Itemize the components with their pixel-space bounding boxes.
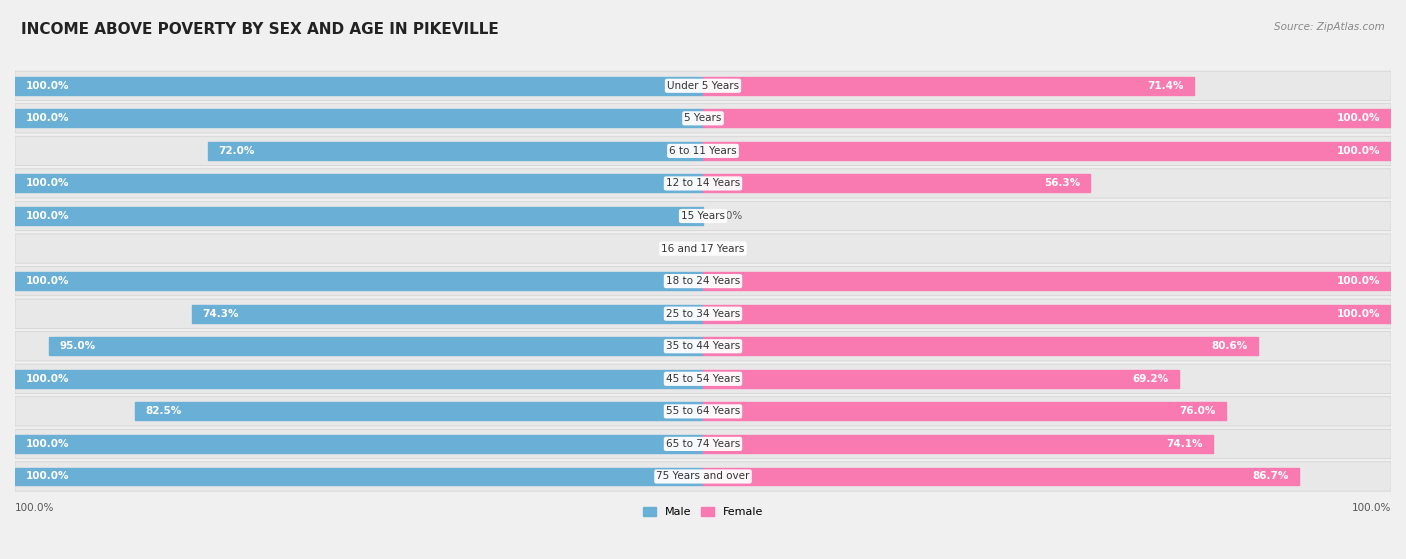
Text: 18 to 24 Years: 18 to 24 Years <box>666 276 740 286</box>
Bar <box>703 77 1194 94</box>
Text: 100.0%: 100.0% <box>25 276 69 286</box>
Text: 100.0%: 100.0% <box>25 374 69 384</box>
FancyBboxPatch shape <box>15 364 1391 394</box>
FancyBboxPatch shape <box>15 462 1391 491</box>
Text: INCOME ABOVE POVERTY BY SEX AND AGE IN PIKEVILLE: INCOME ABOVE POVERTY BY SEX AND AGE IN P… <box>21 22 499 37</box>
Text: 0.0%: 0.0% <box>717 244 742 254</box>
Bar <box>703 435 1213 453</box>
Text: 6 to 11 Years: 6 to 11 Years <box>669 146 737 156</box>
FancyBboxPatch shape <box>15 71 1391 101</box>
Text: 75 Years and over: 75 Years and over <box>657 471 749 481</box>
Text: 16 and 17 Years: 16 and 17 Years <box>661 244 745 254</box>
Text: Under 5 Years: Under 5 Years <box>666 80 740 91</box>
Bar <box>15 77 703 94</box>
Text: 74.1%: 74.1% <box>1166 439 1202 449</box>
Text: 76.0%: 76.0% <box>1180 406 1216 416</box>
Text: 12 to 14 Years: 12 to 14 Years <box>666 178 740 188</box>
Bar <box>703 337 1257 355</box>
Text: 100.0%: 100.0% <box>25 471 69 481</box>
Text: 100.0%: 100.0% <box>25 211 69 221</box>
Text: 72.0%: 72.0% <box>218 146 254 156</box>
Bar <box>15 272 703 290</box>
Bar <box>703 305 1391 323</box>
Bar <box>15 435 703 453</box>
FancyBboxPatch shape <box>15 103 1391 133</box>
FancyBboxPatch shape <box>15 201 1391 231</box>
Text: 71.4%: 71.4% <box>1147 80 1184 91</box>
Bar <box>15 370 703 388</box>
Text: 100.0%: 100.0% <box>25 113 69 124</box>
Bar <box>15 207 703 225</box>
Text: 100.0%: 100.0% <box>1351 503 1391 513</box>
Text: 100.0%: 100.0% <box>1337 309 1381 319</box>
Bar <box>208 142 703 160</box>
Bar <box>49 337 703 355</box>
Text: 100.0%: 100.0% <box>25 80 69 91</box>
Text: 35 to 44 Years: 35 to 44 Years <box>666 341 740 351</box>
FancyBboxPatch shape <box>15 267 1391 296</box>
FancyBboxPatch shape <box>15 429 1391 458</box>
Text: 82.5%: 82.5% <box>146 406 181 416</box>
Bar <box>15 110 703 127</box>
Text: 15 Years: 15 Years <box>681 211 725 221</box>
Text: 95.0%: 95.0% <box>59 341 96 351</box>
Text: 25 to 34 Years: 25 to 34 Years <box>666 309 740 319</box>
Bar <box>703 272 1391 290</box>
Text: 0.0%: 0.0% <box>664 244 689 254</box>
Text: 100.0%: 100.0% <box>25 439 69 449</box>
Text: Source: ZipAtlas.com: Source: ZipAtlas.com <box>1274 22 1385 32</box>
Legend: Male, Female: Male, Female <box>638 503 768 522</box>
FancyBboxPatch shape <box>15 397 1391 426</box>
Text: 100.0%: 100.0% <box>25 178 69 188</box>
Text: 100.0%: 100.0% <box>1337 113 1381 124</box>
Text: 5 Years: 5 Years <box>685 113 721 124</box>
Bar <box>703 174 1090 192</box>
Bar <box>191 305 703 323</box>
Text: 69.2%: 69.2% <box>1133 374 1168 384</box>
Text: 80.6%: 80.6% <box>1211 341 1247 351</box>
Text: 56.3%: 56.3% <box>1043 178 1080 188</box>
Text: 100.0%: 100.0% <box>1337 146 1381 156</box>
Bar <box>135 402 703 420</box>
Bar <box>703 467 1299 485</box>
FancyBboxPatch shape <box>15 331 1391 361</box>
Bar <box>703 370 1180 388</box>
Bar <box>15 174 703 192</box>
Text: 100.0%: 100.0% <box>15 503 55 513</box>
Bar <box>703 110 1391 127</box>
Bar <box>703 402 1226 420</box>
Text: 45 to 54 Years: 45 to 54 Years <box>666 374 740 384</box>
Text: 100.0%: 100.0% <box>1337 276 1381 286</box>
FancyBboxPatch shape <box>15 136 1391 165</box>
Bar <box>15 467 703 485</box>
FancyBboxPatch shape <box>15 234 1391 263</box>
Text: 86.7%: 86.7% <box>1253 471 1289 481</box>
FancyBboxPatch shape <box>15 169 1391 198</box>
Text: 0.0%: 0.0% <box>717 211 742 221</box>
FancyBboxPatch shape <box>15 299 1391 328</box>
Text: 65 to 74 Years: 65 to 74 Years <box>666 439 740 449</box>
Bar <box>703 142 1391 160</box>
Text: 55 to 64 Years: 55 to 64 Years <box>666 406 740 416</box>
Text: 74.3%: 74.3% <box>202 309 239 319</box>
